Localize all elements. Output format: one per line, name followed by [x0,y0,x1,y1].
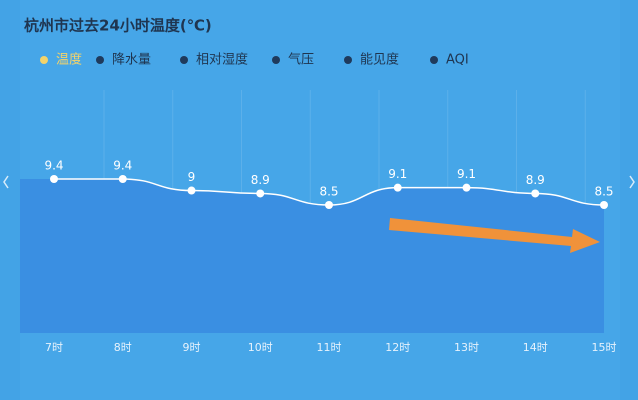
point [393,183,402,192]
point [118,175,127,183]
area [54,179,604,333]
x-tick-label: 8时 [114,341,132,354]
tab-icon [272,56,280,64]
x-tick-label: 12时 [385,341,410,354]
value-label: 9 [188,170,196,184]
chart-title: 杭州市过去24小时温度(℃) [24,17,212,35]
value-label: 9.4 [44,159,63,173]
value-label: 8.9 [251,173,270,187]
x-tick-label: 10时 [248,341,273,354]
point [325,201,333,209]
annotation-arrow [389,218,600,253]
value-label: 8.5 [594,185,613,199]
tab-icon [430,56,438,64]
tab[interactable]: 温度 [56,52,82,68]
tabs: 温度 降水量 相对湿度 气压 能见度 AQI [40,52,469,68]
tab[interactable]: 能见度 [360,52,399,68]
x-tick-label: 7时 [45,341,63,354]
value-label: 8.5 [319,185,338,199]
plot: 9.4 7时 9.4 8时 9 9时 8.9 10时 8.5 11时 9.1 12时 9.1 13时 8.9… [44,159,616,355]
left-fill [20,179,54,333]
tab[interactable]: AQI [446,53,469,68]
tab[interactable]: 气压 [288,52,314,68]
tab-icon [180,56,188,64]
tab[interactable]: 相对湿度 [196,52,248,68]
x-tick-label: 11时 [317,341,342,354]
value-label: 9.4 [113,159,132,173]
point [187,186,196,195]
value-label: 9.1 [388,167,407,181]
point [50,175,58,183]
point [531,189,540,198]
x-tick-label: 15时 [592,341,617,354]
arrow-shape [389,218,600,253]
value-label: 8.9 [526,173,545,187]
x-tick-label: 9时 [183,341,201,354]
value-label: 9.1 [457,167,476,181]
point [462,183,471,192]
next-arrow[interactable] [629,175,635,189]
tab-icon [344,56,352,64]
point [600,201,608,209]
tab-icon [40,56,48,64]
tab[interactable]: 降水量 [112,53,151,68]
tab-icon [96,56,104,64]
x-tick-label: 14时 [523,341,548,354]
prev-arrow[interactable] [3,175,9,189]
x-tick-label: 13时 [454,341,479,354]
point [256,189,265,198]
